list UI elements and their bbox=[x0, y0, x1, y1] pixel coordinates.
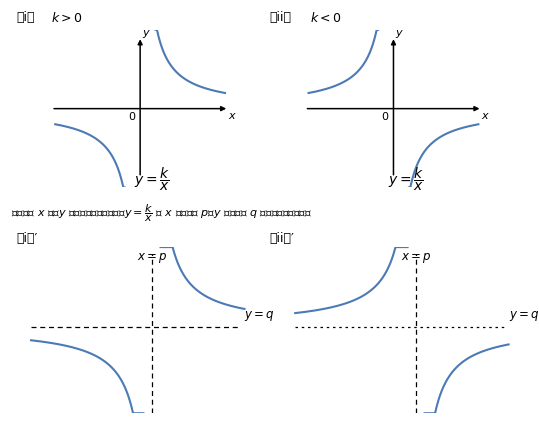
Text: $x$: $x$ bbox=[481, 111, 490, 121]
Text: $y$: $y$ bbox=[395, 28, 404, 40]
Text: 漸近線が $x$ 軸，$y$ 軸になっているので，$y=\dfrac{k}{x}$ を $x$ 軸方向に $p$，$y$ 軸方向に $q$ 平行移動させると，: 漸近線が $x$ 軸，$y$ 軸になっているので，$y=\dfrac{k}{x}… bbox=[11, 202, 312, 224]
Text: $y=q$: $y=q$ bbox=[245, 308, 275, 322]
Text: （i）′: （i）′ bbox=[16, 232, 38, 245]
Text: $0$: $0$ bbox=[128, 110, 136, 122]
Text: $y$: $y$ bbox=[142, 28, 151, 40]
Text: $x$: $x$ bbox=[228, 111, 237, 121]
Text: （ii）′: （ii）′ bbox=[270, 232, 294, 245]
Text: $x=p$: $x=p$ bbox=[401, 250, 431, 265]
Text: $y=q$: $y=q$ bbox=[509, 308, 539, 322]
Text: （i）: （i） bbox=[16, 11, 34, 24]
Text: （ii）: （ii） bbox=[270, 11, 292, 24]
Text: $k<0$: $k<0$ bbox=[310, 11, 342, 25]
Text: $x=p$: $x=p$ bbox=[137, 250, 167, 265]
Text: $0$: $0$ bbox=[381, 110, 390, 122]
Text: $y=\dfrac{k}{x}$: $y=\dfrac{k}{x}$ bbox=[134, 166, 170, 193]
Text: $k>0$: $k>0$ bbox=[51, 11, 83, 25]
Text: $y=\dfrac{k}{x}$: $y=\dfrac{k}{x}$ bbox=[388, 166, 424, 193]
